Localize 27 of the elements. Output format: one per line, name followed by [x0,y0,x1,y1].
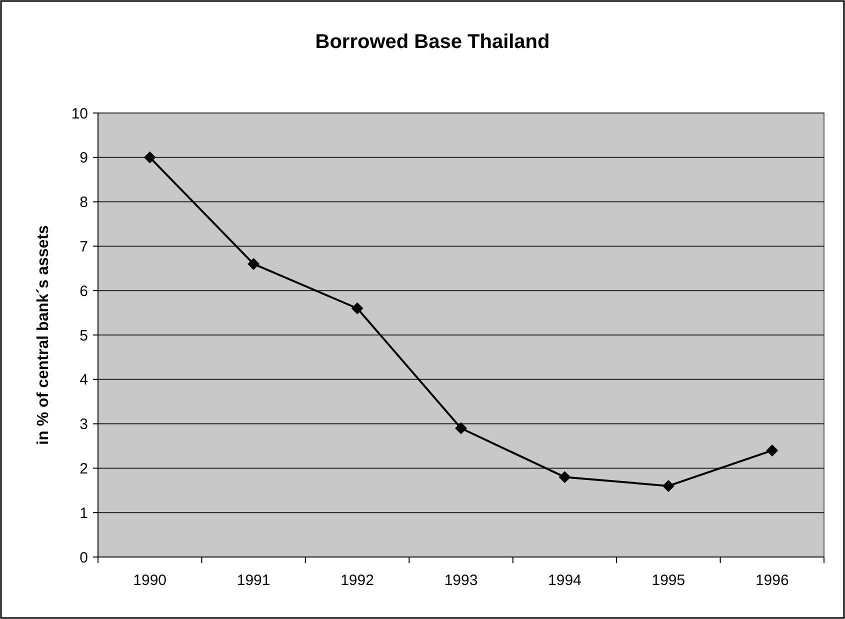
y-tick-label: 7 [80,238,88,256]
point [558,471,571,484]
y-axis-title: in % of central bank´s assets [35,225,52,445]
x-tick-label: 1991 [236,572,270,589]
y-tick-label: 9 [80,150,88,167]
y-tick-label: 8 [80,194,88,212]
point [144,151,156,164]
y-tick-label: 6 [80,282,88,300]
x-tick-label: 1994 [548,572,582,589]
y-tick-label: 1 [80,504,88,522]
y-tick-label: 10 [71,105,88,122]
chart-title: Borrowed Base Thailand [315,31,550,53]
y-tick-label: 0 [80,549,88,566]
x-tick-label: 1995 [652,572,686,589]
point [662,480,674,492]
point [248,258,260,270]
x-tick-label: 1992 [340,572,374,589]
x-tick-label: 1996 [755,572,789,589]
x-tick-label: 1993 [444,572,478,589]
y-tick-label: 2 [80,460,88,478]
point [455,422,467,434]
y-tick-label: 4 [80,372,88,389]
y-tick-label: 5 [80,327,88,344]
point [766,444,778,456]
point [351,302,364,314]
y-tick-label: 3 [80,416,88,434]
x-tick-label: 1990 [133,572,167,589]
